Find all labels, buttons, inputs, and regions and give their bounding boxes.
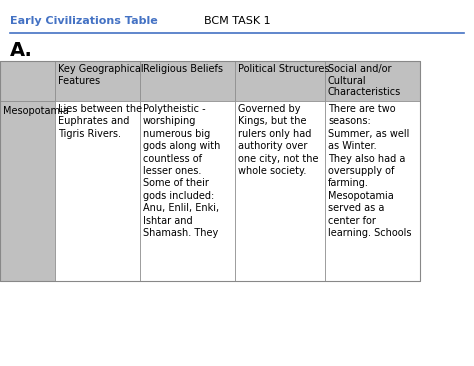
- Bar: [0, 61, 55, 101]
- Bar: [140, 61, 235, 101]
- Text: Social and/or
Cultural
Characteristics: Social and/or Cultural Characteristics: [328, 64, 401, 97]
- Bar: [235, 101, 325, 281]
- Text: Lies between the
Euphrates and
Tigris Rivers.: Lies between the Euphrates and Tigris Ri…: [58, 104, 142, 139]
- Text: Early Civilizations Table: Early Civilizations Table: [10, 16, 158, 26]
- Bar: [0, 101, 55, 281]
- Text: Governed by
Kings, but the
rulers only had
authority over
one city, not the
whol: Governed by Kings, but the rulers only h…: [238, 104, 319, 176]
- Text: BCM TASK 1: BCM TASK 1: [204, 16, 270, 26]
- Text: Key Geographical
Features: Key Geographical Features: [58, 64, 144, 86]
- Bar: [140, 101, 235, 281]
- Text: There are two
seasons:
Summer, as well
as Winter.
They also had a
oversupply of
: There are two seasons: Summer, as well a…: [328, 104, 411, 238]
- Bar: [55, 61, 140, 101]
- Bar: [0, 61, 420, 281]
- Bar: [55, 101, 140, 281]
- Text: Mesopotamia: Mesopotamia: [3, 106, 69, 116]
- Text: Political Structures: Political Structures: [238, 64, 329, 74]
- Bar: [325, 61, 420, 101]
- Text: Religious Beliefs: Religious Beliefs: [143, 64, 223, 74]
- Bar: [325, 101, 420, 281]
- Bar: [235, 61, 325, 101]
- Text: A.: A.: [10, 41, 33, 60]
- Text: Polytheistic -
worshiping
numerous big
gods along with
countless of
lesser ones.: Polytheistic - worshiping numerous big g…: [143, 104, 220, 238]
